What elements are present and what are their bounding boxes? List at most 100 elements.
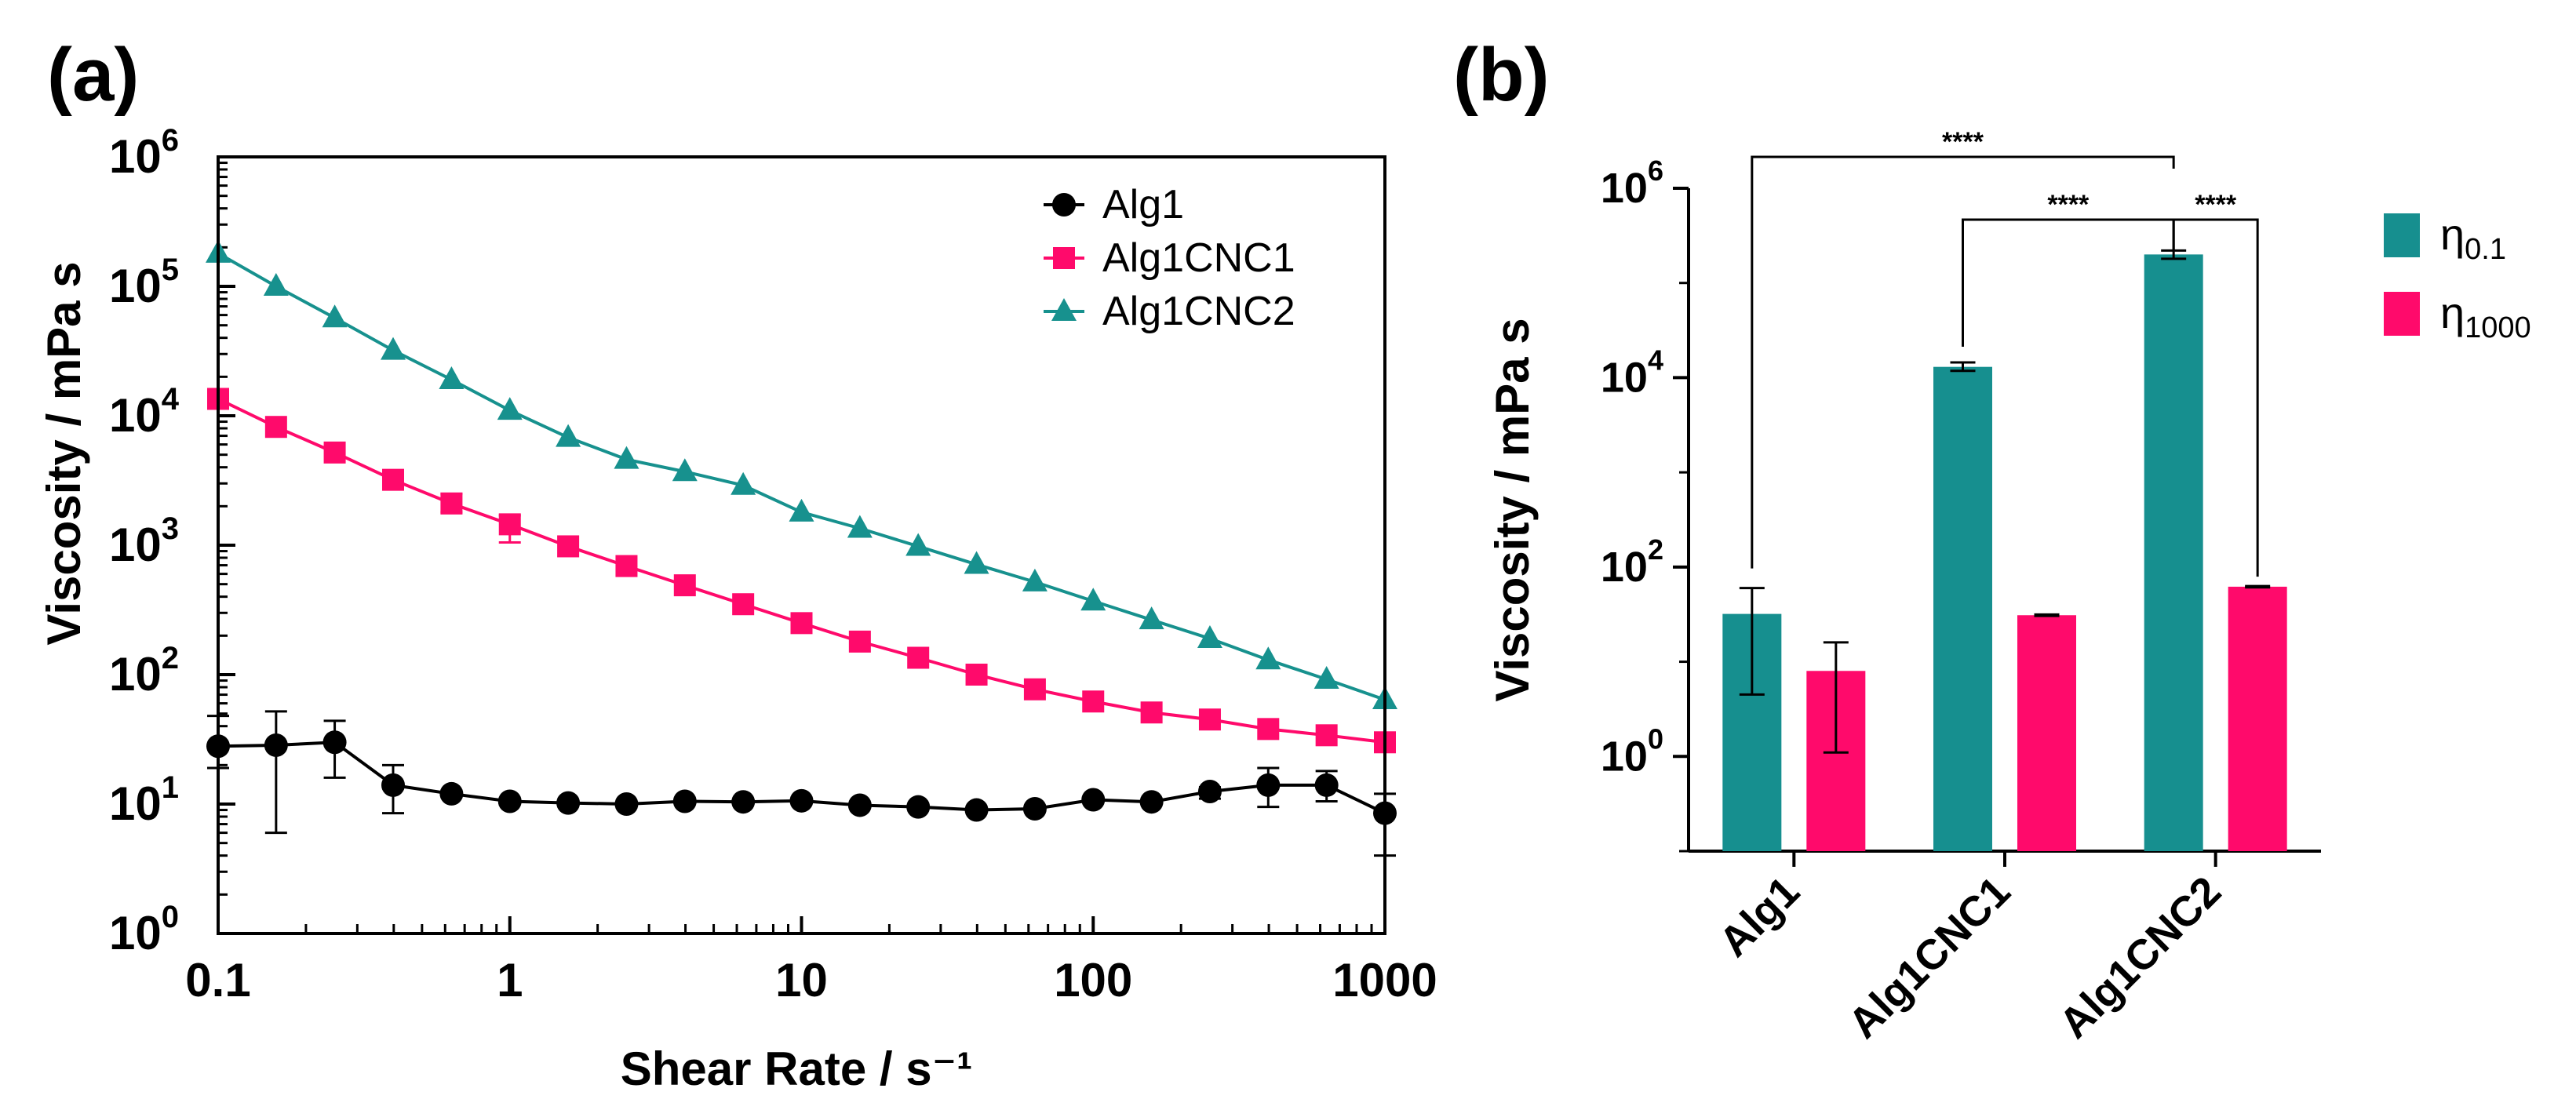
- data-point-Alg1CNC1: [615, 555, 638, 577]
- data-point-Alg1CNC2: [1022, 568, 1048, 591]
- panel-a-label: (a): [47, 33, 139, 117]
- bar-Alg1CNC2-η0.1: [2144, 254, 2203, 851]
- data-point-Alg1CNC2: [1139, 606, 1164, 630]
- data-point-Alg1: [322, 730, 347, 755]
- data-point-Alg1CNC1: [1257, 718, 1280, 741]
- data-point-Alg1: [264, 733, 288, 757]
- data-point-Alg1: [1022, 796, 1047, 821]
- panel-a-xlabel: Shear Rate / s⁻¹: [621, 1043, 973, 1095]
- bar-group: [1806, 641, 1866, 851]
- data-point-Alg1CNC1: [1023, 678, 1046, 701]
- data-point-Alg1CNC2: [672, 458, 698, 482]
- x-tick-label: 100: [1054, 954, 1132, 1006]
- data-point-Alg1CNC2: [556, 424, 581, 447]
- data-point-Alg1CNC1: [557, 535, 580, 558]
- panel-b-label: (b): [1453, 33, 1550, 117]
- legend-label: η0.1: [2440, 209, 2506, 266]
- category-label: Alg1CNC1: [1839, 868, 2019, 1047]
- bar-Alg1CNC1-η1000: [2017, 615, 2076, 851]
- bar-Alg1CNC1-η0.1: [1933, 366, 1992, 852]
- data-point-Alg1: [906, 795, 931, 819]
- series-Alg1CNC1: [207, 388, 1396, 754]
- legend-item-Alg1CNC2: Alg1CNC2: [1044, 289, 1295, 334]
- data-point-Alg1: [497, 789, 522, 813]
- significance-bracket: ****: [1751, 127, 2175, 569]
- data-point-Alg1CNC2: [1255, 646, 1281, 670]
- data-point-Alg1: [439, 781, 464, 806]
- data-point-Alg1CNC1: [440, 492, 463, 515]
- y-tick-label: 102: [1601, 533, 1663, 591]
- series-Alg1: [206, 710, 1397, 857]
- data-point-Alg1CNC2: [322, 304, 348, 328]
- data-point-Alg1: [1256, 773, 1281, 797]
- significance-bracket: ****: [2172, 190, 2259, 577]
- data-point-Alg1CNC1: [1198, 708, 1221, 731]
- significance-label: ****: [1942, 127, 1984, 157]
- data-point-Alg1CNC2: [381, 337, 406, 360]
- y-tick-label: 103: [109, 511, 179, 571]
- panel-b-ylabel: Viscosity / mPa s: [1486, 318, 1539, 701]
- data-point-Alg1: [964, 798, 989, 822]
- x-tick-label: 0.1: [185, 954, 250, 1006]
- legend-item-Alg1CNC1: Alg1CNC1: [1044, 235, 1295, 281]
- legend-label: η1000: [2440, 288, 2531, 344]
- bracket-line: [1962, 218, 2175, 347]
- significance-label: ****: [2047, 190, 2090, 220]
- data-point-Alg1CNC2: [789, 498, 814, 522]
- bar-group: [2228, 584, 2287, 851]
- data-point-Alg1CNC1: [673, 574, 696, 597]
- panel-b-legend: η0.1 η1000: [2384, 209, 2531, 344]
- panel-b: (b) Viscosity / mPa s 100 102 104 106 Alg1 Al…: [1453, 33, 2531, 1047]
- data-point-Alg1CNC1: [323, 441, 346, 464]
- bar-group: [1722, 587, 1782, 851]
- data-point-Alg1CNC2: [263, 273, 289, 296]
- y-tick-label: 100: [109, 900, 179, 959]
- panel-a-plot-frame: [217, 155, 1386, 935]
- y-tick-label: 100: [1601, 722, 1663, 780]
- x-tick-label: 1000: [1332, 954, 1437, 1006]
- panel-a-axes: 100 101 102 103 104 105 106 0.1 1 10 100 1000: [109, 123, 1437, 1006]
- data-point-Alg1CNC1: [382, 468, 405, 491]
- panel-a-ylabel: Viscosity / mPa s: [38, 261, 90, 645]
- category-label: Alg1CNC2: [2050, 868, 2230, 1047]
- data-point-Alg1: [1081, 788, 1106, 812]
- data-point-Alg1CNC1: [907, 646, 930, 669]
- data-point-Alg1CNC2: [964, 551, 989, 574]
- series-Alg1CNC2: [206, 239, 1397, 709]
- y-tick-label: 104: [109, 382, 180, 442]
- category-label: Alg1: [1711, 868, 1809, 966]
- legend-label: Alg1CNC2: [1102, 289, 1295, 334]
- data-point-Alg1CNC2: [439, 366, 465, 390]
- data-point-Alg1CNC2: [731, 471, 756, 495]
- data-point-Alg1CNC2: [1197, 625, 1222, 649]
- bracket-line: [2172, 218, 2259, 577]
- legend-item-Alg1: Alg1: [1044, 182, 1184, 227]
- y-tick-label: 102: [109, 641, 179, 701]
- legend-swatch: [2384, 213, 2420, 257]
- data-point-Alg1CNC1: [965, 664, 988, 686]
- error-bar: [264, 710, 287, 835]
- data-point-Alg1CNC2: [847, 515, 873, 538]
- data-point-Alg1CNC1: [848, 630, 871, 653]
- legend-marker: [1053, 247, 1075, 269]
- panel-b-significance: **** **** ****: [1751, 127, 2259, 577]
- series-line-Alg1CNC1: [217, 397, 1386, 744]
- x-tick-label: 1: [497, 954, 523, 1006]
- panel-b-bars: [1722, 249, 2287, 852]
- data-point-Alg1CNC2: [1080, 588, 1106, 611]
- legend-label: Alg1CNC1: [1102, 235, 1295, 281]
- legend-item-η1000: η1000: [2384, 288, 2531, 344]
- legend-item-η0.1: η0.1: [2384, 209, 2506, 266]
- data-point-Alg1: [381, 773, 406, 797]
- data-point-Alg1CNC2: [905, 533, 931, 556]
- data-point-Alg1CNC1: [264, 416, 287, 439]
- data-point-Alg1CNC1: [1140, 701, 1163, 724]
- panel-a-series: [206, 239, 1397, 857]
- bar-Alg1CNC2-η1000: [2228, 586, 2287, 851]
- bar-group: [2017, 613, 2076, 851]
- x-tick-label: 10: [775, 954, 828, 1006]
- data-point-Alg1: [556, 791, 581, 815]
- panel-a: (a) Viscosity / mPa s Shear Rate / s⁻¹ 1…: [38, 33, 1437, 1095]
- bracket-line: [1751, 155, 2175, 569]
